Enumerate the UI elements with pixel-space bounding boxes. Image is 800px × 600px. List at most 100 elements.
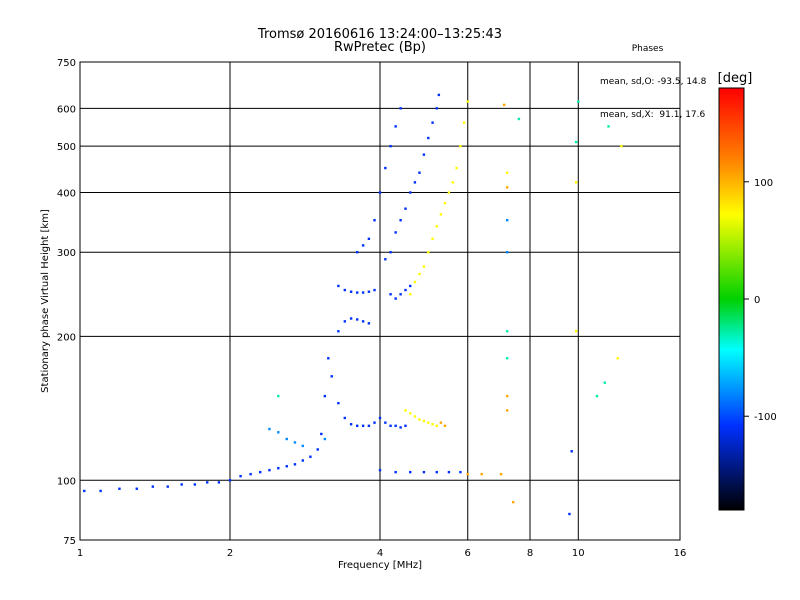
data-point xyxy=(435,107,438,110)
data-point xyxy=(574,140,578,144)
x-tick-label: 6 xyxy=(465,548,471,559)
data-point xyxy=(394,470,397,474)
data-point xyxy=(459,470,462,474)
data-point xyxy=(285,465,288,468)
data-point xyxy=(367,237,371,241)
data-point xyxy=(349,423,353,426)
data-point xyxy=(378,191,382,194)
data-point xyxy=(480,472,483,476)
data-point xyxy=(389,293,392,296)
y-tick-label: 600 xyxy=(57,104,76,115)
data-point xyxy=(427,251,430,254)
grid-lines xyxy=(80,62,680,540)
data-point xyxy=(570,450,573,453)
data-point xyxy=(384,258,387,261)
data-point xyxy=(293,463,297,466)
data-point xyxy=(505,394,509,398)
data-point xyxy=(505,409,509,412)
data-point xyxy=(349,317,353,320)
data-point xyxy=(603,381,606,384)
data-point xyxy=(83,489,86,493)
data-point xyxy=(239,474,242,478)
data-point xyxy=(373,219,376,222)
data-point xyxy=(404,207,407,210)
data-point xyxy=(259,470,262,474)
data-point xyxy=(355,251,359,254)
data-point xyxy=(343,288,347,292)
data-point xyxy=(459,144,462,148)
data-point xyxy=(389,251,392,254)
x-tick-label: 4 xyxy=(377,548,383,559)
data-point xyxy=(373,288,376,292)
data-point xyxy=(505,251,509,254)
data-point xyxy=(499,472,503,476)
data-point xyxy=(378,416,382,420)
data-point xyxy=(135,487,138,490)
data-point xyxy=(285,437,288,441)
data-point xyxy=(323,437,327,441)
data-point xyxy=(462,121,466,124)
data-point xyxy=(409,470,412,474)
x-tick-label: 16 xyxy=(674,548,687,559)
y-axis-label: Stationary phase Virtual Height [km] xyxy=(40,209,51,393)
data-point xyxy=(607,125,610,128)
data-point xyxy=(466,472,469,476)
data-point xyxy=(323,394,327,398)
data-point xyxy=(277,466,280,470)
y-tick-label: 300 xyxy=(57,248,76,259)
data-point xyxy=(505,171,509,174)
data-point xyxy=(389,424,392,428)
x-tick-label: 2 xyxy=(227,548,233,559)
data-point xyxy=(409,284,412,288)
y-tick-label: 75 xyxy=(63,536,76,547)
data-point xyxy=(293,441,297,444)
chart-title-line2: RwPretec (Bp) xyxy=(333,40,427,55)
data-point xyxy=(349,290,353,293)
data-point xyxy=(361,244,365,247)
data-point xyxy=(394,125,397,128)
data-point xyxy=(373,421,376,424)
data-point xyxy=(277,431,280,434)
data-point xyxy=(394,297,397,300)
data-point xyxy=(447,191,451,194)
data-point xyxy=(337,401,340,405)
data-point xyxy=(409,412,412,415)
data-point xyxy=(389,144,392,148)
data-point xyxy=(422,153,426,156)
data-point xyxy=(355,291,359,294)
data-point xyxy=(301,444,305,448)
colorbar-unit: [deg] xyxy=(718,71,753,86)
data-point xyxy=(343,320,347,323)
data-point xyxy=(511,500,515,504)
data-point xyxy=(505,357,509,360)
data-point xyxy=(399,293,402,296)
y-tick-label: 750 xyxy=(57,58,76,69)
data-point xyxy=(568,512,571,516)
y-tick-label: 200 xyxy=(57,332,76,343)
data-point xyxy=(505,330,509,333)
colorbar xyxy=(718,87,745,511)
data-point xyxy=(99,489,102,493)
data-point xyxy=(361,291,365,294)
data-point xyxy=(367,290,371,293)
data-point xyxy=(355,424,359,428)
x-axis-ticks: 1 2 4 6 8 10 16 xyxy=(77,548,687,559)
x-tick-label: 1 xyxy=(77,548,83,559)
data-point xyxy=(409,191,412,194)
data-point xyxy=(327,357,330,360)
data-point xyxy=(443,424,447,428)
data-point xyxy=(399,426,402,429)
data-point xyxy=(437,93,441,97)
data-point xyxy=(367,424,371,428)
colorbar-tick-label: 0 xyxy=(754,295,760,306)
data-point xyxy=(316,448,319,451)
data-point xyxy=(574,330,578,333)
data-point xyxy=(418,272,421,276)
data-point xyxy=(118,487,121,490)
data-point xyxy=(394,231,397,234)
data-point xyxy=(435,424,438,428)
data-point xyxy=(309,455,312,458)
data-point xyxy=(337,284,340,288)
data-point xyxy=(505,219,509,222)
